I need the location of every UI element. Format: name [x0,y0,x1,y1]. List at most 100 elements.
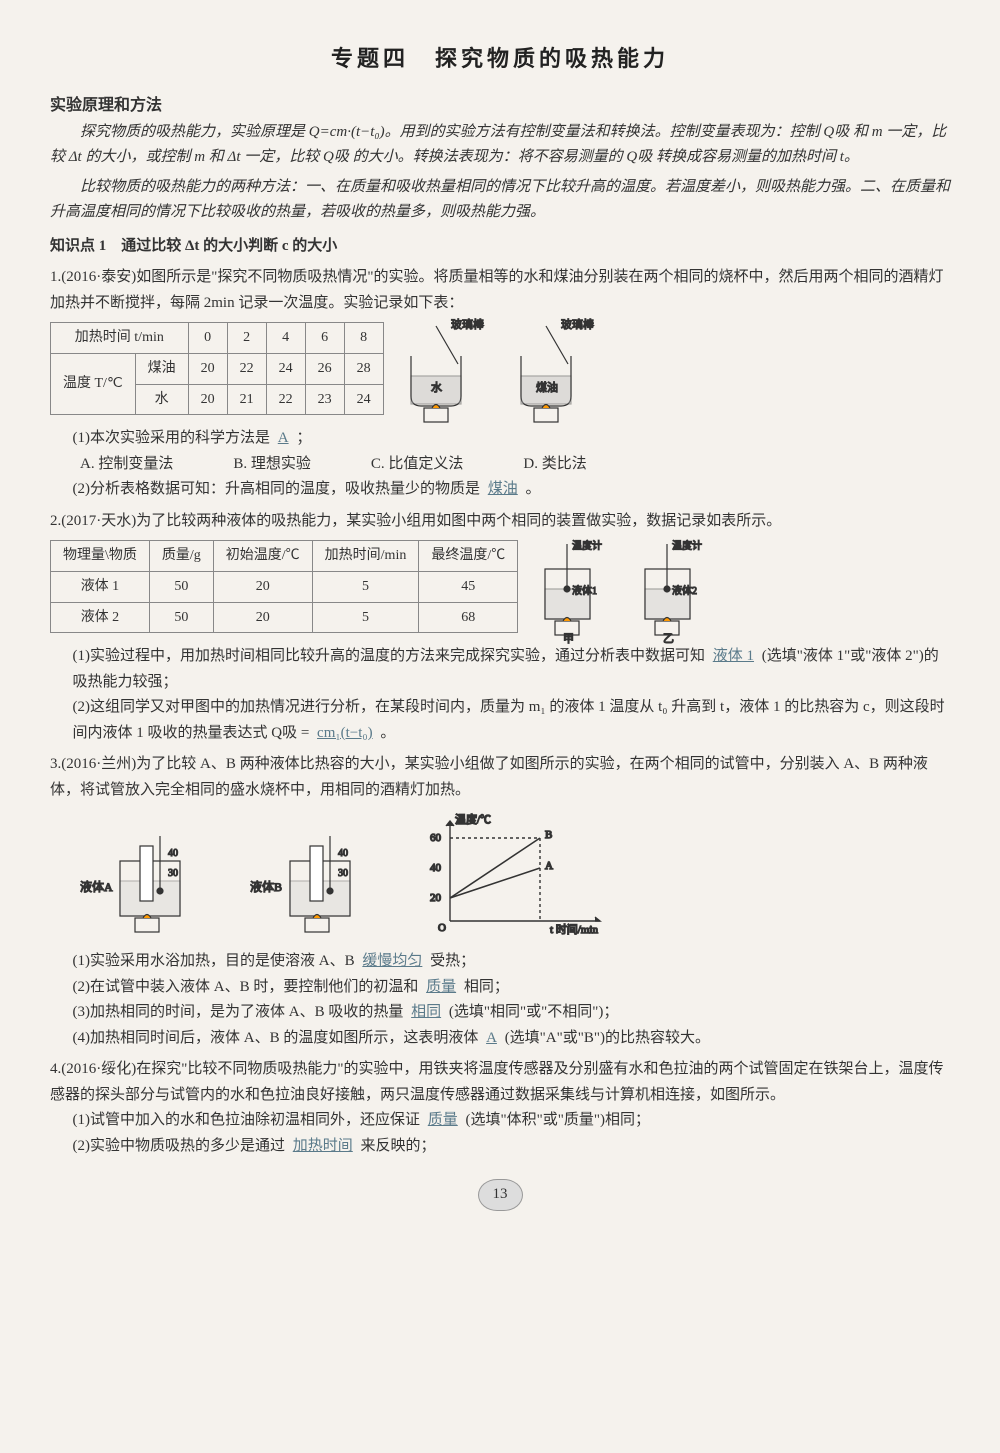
intro-para-2: 比较物质的吸热能力的两种方法：一、在质量和吸收热量相同的情况下比较升高的温度。若… [50,175,950,226]
table-cell: 50 [149,571,213,602]
intro-para-1: 探究物质的吸热能力，实验原理是 Q=cm·(t−t₀)。用到的实验方法有控制变量… [50,120,950,171]
svg-text:温度计: 温度计 [572,539,602,552]
table-cell: 液体 2 [51,602,150,633]
table-cell: 26 [305,353,344,384]
table-cell: 液体 1 [51,571,150,602]
q1-sub2: (2)分析表格数据可知：升高相同的温度，吸收热量少的物质是 煤油 。 [73,477,951,503]
svg-text:30: 30 [338,868,348,879]
q1-blank-2: 煤油 [484,481,522,497]
table-cell: 28 [344,353,383,384]
svg-text:20: 20 [430,892,442,904]
table-cell: 22 [266,384,305,415]
svg-text:液体2: 液体2 [672,584,697,597]
table-cell: 最终温度/℃ [419,541,518,572]
table-cell: 物理量\物质 [51,541,150,572]
svg-text:煤油: 煤油 [536,380,558,394]
q1-blank-1: A [274,430,293,446]
table-cell: 4 [266,323,305,354]
q4-blank-2: 加热时间 [289,1138,357,1154]
question-2: 2.(2017·天水)为了比较两种液体的吸热能力，某实验小组用如图中两个相同的装… [50,509,950,747]
svg-text:40: 40 [430,862,442,874]
table-cell: 初始温度/℃ [213,541,312,572]
svg-text:温度/℃: 温度/℃ [455,812,491,826]
knowledge-point-1: 知识点 1 通过比较 Δt 的大小判断 c 的大小 [50,234,950,260]
table-cell: 68 [419,602,518,633]
svg-text:t 时间/min: t 时间/min [550,923,598,936]
table-cell: 22 [227,353,266,384]
svg-text:玻璃棒: 玻璃棒 [451,317,484,331]
question-4: 4.(2016·绥化)在探究"比较不同物质吸热能力"的实验中，用铁夹将温度传感器… [50,1057,950,1159]
question-1: 1.(2016·泰安)如图所示是"探究不同物质吸热情况"的实验。将质量相等的水和… [50,265,950,503]
table-cell: 煤油 [135,353,188,384]
q2-sub1: (1)实验过程中，用加热时间相同比较升高的温度的方法来完成探究实验，通过分析表中… [73,644,951,695]
svg-text:B: B [545,829,552,841]
svg-text:液体A: 液体A [80,879,113,894]
svg-text:甲: 甲 [563,633,574,644]
table-cell: 8 [344,323,383,354]
q2-sub2: (2)这组同学又对甲图中的加热情况进行分析，在某段时间内，质量为 m₁ 的液体 … [73,695,951,746]
table-cell: 加热时间 t/min [51,323,189,354]
option-c: C. 比值定义法 [371,452,464,478]
q3-apparatus-a-icon: 40 30 液体A [80,821,230,941]
q1-sub1: (1)本次实验采用的科学方法是 A ； [73,426,951,452]
q2-blank-1: 液体 1 [709,648,758,664]
q2-apparatus-icon: 温度计 液体1 甲 温度计 液体2 乙 [530,534,730,644]
svg-text:40: 40 [168,848,178,859]
table-cell: 0 [188,323,227,354]
table-cell: 45 [419,571,518,602]
table-cell: 24 [344,384,383,415]
q3-sub2: (2)在试管中装入液体 A、B 时，要控制他们的初温和 质量 相同； [73,975,951,1001]
q2-blank-2: cm₁(t−t₀) [313,725,377,741]
svg-text:液体1: 液体1 [572,584,597,597]
q4-blank-1: 质量 [424,1112,462,1128]
table-cell: 21 [227,384,266,415]
svg-text:液体B: 液体B [250,879,282,894]
question-3: 3.(2016·兰州)为了比较 A、B 两种液体比热容的大小，某实验小组做了如图… [50,752,950,1051]
q1-options: A. 控制变量法 B. 理想实验 C. 比值定义法 D. 类比法 [80,452,950,478]
table-cell: 24 [266,353,305,384]
svg-text:温度计: 温度计 [672,539,702,552]
q2-table: 物理量\物质 质量/g 初始温度/℃ 加热时间/min 最终温度/℃ 液体 1 … [50,540,518,633]
q1-stem: 1.(2016·泰安)如图所示是"探究不同物质吸热情况"的实验。将质量相等的水和… [50,265,950,316]
option-a: A. 控制变量法 [80,452,173,478]
svg-text:水: 水 [431,381,442,394]
section-principle: 实验原理和方法 [50,92,950,119]
table-cell: 5 [312,571,419,602]
q3-sub3: (3)加热相同的时间，是为了液体 A、B 吸收的热量 相同 (选填"相同"或"不… [73,1000,951,1026]
q4-stem: 4.(2016·绥化)在探究"比较不同物质吸热能力"的实验中，用铁夹将温度传感器… [50,1057,950,1108]
q3-blank-1: 缓慢均匀 [358,953,426,969]
table-cell: 23 [305,384,344,415]
q1-table: 加热时间 t/min 0 2 4 6 8 温度 T/℃ 煤油 20 22 24 … [50,322,384,415]
svg-text:30: 30 [168,868,178,879]
table-cell: 20 [188,384,227,415]
svg-text:玻璃棒: 玻璃棒 [561,317,594,331]
option-d: D. 类比法 [523,452,586,478]
svg-text:A: A [545,860,553,872]
q3-chart-icon: 60 40 20 O A B 温度/℃ t 时间/min [420,811,620,941]
table-cell: 50 [149,602,213,633]
q1-apparatus-icon: 玻璃棒 水 玻璃棒 煤油 [396,316,616,426]
q3-apparatus-b-icon: 40 30 液体B [250,821,400,941]
q3-sub1: (1)实验采用水浴加热，目的是使溶液 A、B 缓慢均匀 受热； [73,949,951,975]
page-title: 专题四 探究物质的吸热能力 [50,40,950,77]
q3-blank-3: 相同 [407,1004,445,1020]
svg-text:40: 40 [338,848,348,859]
svg-text:60: 60 [430,832,442,844]
svg-text:乙: 乙 [663,632,674,644]
q3-blank-2: 质量 [422,979,460,995]
q3-stem: 3.(2016·兰州)为了比较 A、B 两种液体比热容的大小，某实验小组做了如图… [50,752,950,803]
option-b: B. 理想实验 [233,452,311,478]
q3-sub4: (4)加热相同时间后，液体 A、B 的温度如图所示，这表明液体 A (选填"A"… [73,1026,951,1052]
q3-blank-4: A [482,1030,501,1046]
table-cell: 20 [188,353,227,384]
table-cell: 20 [213,602,312,633]
q4-sub1: (1)试管中加入的水和色拉油除初温相同外，还应保证 质量 (选填"体积"或"质量… [73,1108,951,1134]
table-cell: 5 [312,602,419,633]
table-cell: 20 [213,571,312,602]
table-cell: 质量/g [149,541,213,572]
svg-text:O: O [438,922,446,934]
table-cell: 温度 T/℃ [51,353,136,415]
table-cell: 6 [305,323,344,354]
table-cell: 2 [227,323,266,354]
q2-stem: 2.(2017·天水)为了比较两种液体的吸热能力，某实验小组用如图中两个相同的装… [50,509,950,535]
